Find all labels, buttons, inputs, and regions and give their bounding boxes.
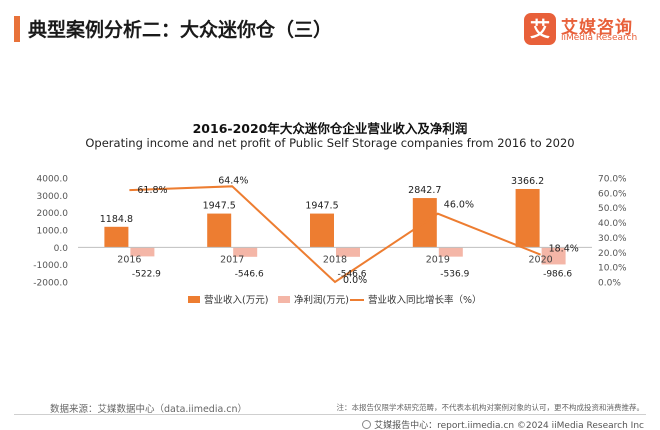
left-axis-tick-label: -2000.0 <box>33 279 68 289</box>
net-profit-value-label: -522.9 <box>132 269 161 279</box>
category-label: 2016 <box>117 254 141 265</box>
category-label: 2020 <box>529 254 553 265</box>
net-profit-bar <box>541 247 566 265</box>
income-bar <box>515 188 540 248</box>
income-value-label: 1947.5 <box>305 201 338 212</box>
brand-mark-icon: 艾 <box>524 13 556 45</box>
globe-icon <box>362 420 372 429</box>
growth-rate-label: 46.0% <box>444 200 474 211</box>
data-source: 数据来源：艾媒数据中心（data.iimedia.cn） <box>50 404 248 415</box>
right-axis-tick-label: 20.0% <box>598 249 627 259</box>
net-profit-bar <box>130 247 155 257</box>
net-profit-value-label: -546.6 <box>235 269 264 279</box>
legend-income-swatch <box>188 296 200 303</box>
right-axis-tick-label: 60.0% <box>598 189 627 199</box>
right-axis-tick-label: 30.0% <box>598 234 627 244</box>
brand-name: 艾媒咨询 <box>561 18 633 38</box>
left-axis-tick-label: -1000.0 <box>33 261 68 271</box>
title-accent-bar <box>14 16 20 42</box>
footer-divider <box>14 414 646 415</box>
right-axis-tick-label: 10.0% <box>598 264 627 274</box>
brand-english-name: iiMedia Research <box>561 33 638 43</box>
category-label: 2019 <box>426 254 450 265</box>
left-axis-tick-label: 1000.0 <box>37 227 69 237</box>
disclaimer-note: 注：本报告仅限学术研究范畴，不代表本机构对案例对象的认可，更不构成投资和消费推荐… <box>336 403 645 412</box>
category-label: 2018 <box>323 254 347 265</box>
legend-growth-label: 营业收入同比增长率（%） <box>368 294 482 306</box>
right-axis-tick-label: 0.0% <box>598 279 621 289</box>
right-axis-tick-label: 40.0% <box>598 219 627 229</box>
left-axis-tick-label: 4000.0 <box>37 175 69 185</box>
left-axis-tick-label: 0.0 <box>54 244 69 254</box>
right-axis-tick-label: 70.0% <box>598 175 627 185</box>
growth-rate-label: 18.4% <box>549 244 579 255</box>
net-profit-value-label: -546.6 <box>337 269 366 279</box>
brand-logo: 艾 艾媒咨询 iiMedia Research <box>524 13 646 47</box>
net-profit-value-label: -986.6 <box>543 269 572 279</box>
category-label: 2017 <box>220 254 244 265</box>
left-axis-tick-label: 2000.0 <box>37 209 69 219</box>
net-profit-value-label: -536.9 <box>440 269 469 279</box>
growth-rate-label: 0.0% <box>343 275 367 286</box>
legend-profit-label: 净利润(万元) <box>294 294 349 306</box>
net-profit-bar <box>438 247 463 257</box>
net-profit-bar <box>233 247 258 257</box>
net-profit-bar <box>336 247 360 257</box>
income-bar <box>104 226 129 248</box>
growth-rate-label: 61.8% <box>137 185 167 196</box>
legend-profit-swatch <box>278 296 290 303</box>
growth-rate-label: 64.4% <box>218 175 248 186</box>
income-value-label: 2842.7 <box>408 185 441 196</box>
report-center-text: 艾媒报告中心：report.iimedia.cn ©2024 iiMedia R… <box>374 421 644 430</box>
income-bar <box>207 213 232 248</box>
chart-subtitle: Operating income and net profit of Publi… <box>85 136 575 150</box>
report-center-credit: 艾媒报告中心：report.iimedia.cn ©2024 iiMedia R… <box>362 418 644 430</box>
left-axis-tick-label: 3000.0 <box>37 192 69 202</box>
right-axis-tick-label: 50.0% <box>598 204 627 214</box>
income-value-label: 3366.2 <box>511 176 544 187</box>
income-value-label: 1947.5 <box>203 201 236 212</box>
income-value-label: 1184.8 <box>100 214 133 225</box>
growth-rate-line <box>129 185 541 284</box>
page-title: 典型案例分析二：大众迷你仓（三） <box>28 19 333 41</box>
income-bar <box>310 213 334 248</box>
legend-income-label: 营业收入(万元) <box>204 294 268 306</box>
chart-title: 2016-2020年大众迷你仓企业营业收入及净利润 <box>192 121 468 136</box>
